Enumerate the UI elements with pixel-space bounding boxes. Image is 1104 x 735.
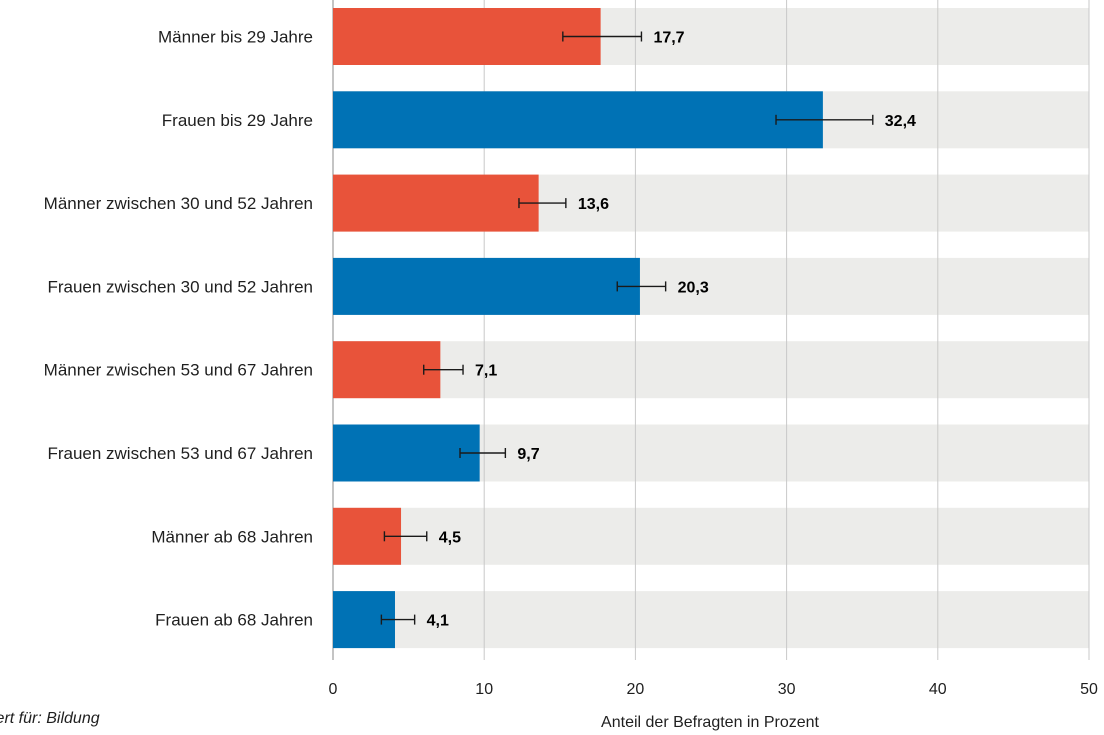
- category-label: Männer bis 29 Jahre: [158, 28, 313, 47]
- x-tick-labels: 0 10 20 30 40 50: [329, 681, 1098, 698]
- footnote: iert für: Bildung: [0, 710, 100, 727]
- x-axis-title: Anteil der Befragten in Prozent: [601, 714, 819, 731]
- bar: [333, 174, 539, 232]
- category-label: Männer zwischen 30 und 52 Jahren: [44, 194, 313, 213]
- bar: [333, 257, 640, 315]
- background-band: [333, 591, 1089, 649]
- category-labels: Männer bis 29 Jahre Frauen bis 29 Jahre Mä…: [44, 28, 313, 630]
- background-band: [333, 507, 1089, 565]
- value-label: 9,7: [517, 446, 539, 463]
- bar: [333, 424, 480, 482]
- value-label: 17,7: [653, 30, 684, 47]
- category-label: Frauen bis 29 Jahre: [162, 111, 313, 130]
- bar: [333, 91, 823, 149]
- value-label: 20,3: [678, 279, 709, 296]
- value-label: 4,1: [427, 613, 449, 630]
- category-label: Frauen zwischen 53 und 67 Jahren: [47, 444, 313, 463]
- value-label: 4,5: [439, 529, 461, 546]
- value-label: 13,6: [578, 196, 609, 213]
- value-label: 7,1: [475, 363, 497, 380]
- bar: [333, 341, 441, 399]
- x-tick-label: 40: [929, 681, 947, 698]
- x-tick-label: 30: [778, 681, 796, 698]
- x-tick-label: 50: [1080, 681, 1098, 698]
- bar: [333, 8, 601, 65]
- category-label: Männer ab 68 Jahren: [151, 527, 313, 546]
- x-tick-label: 10: [475, 681, 493, 698]
- x-tick-label: 0: [329, 681, 338, 698]
- category-label: Frauen ab 68 Jahren: [155, 611, 313, 630]
- category-label: Frauen zwischen 30 und 52 Jahren: [47, 277, 313, 296]
- value-label: 32,4: [885, 113, 916, 130]
- x-tick-label: 20: [627, 681, 645, 698]
- value-labels: 17,7 32,4 13,6 20,3 7,1 9,7 4,5 4,1: [427, 30, 916, 630]
- category-label: Männer zwischen 53 und 67 Jahren: [44, 361, 313, 380]
- error-bars: [380, 31, 874, 625]
